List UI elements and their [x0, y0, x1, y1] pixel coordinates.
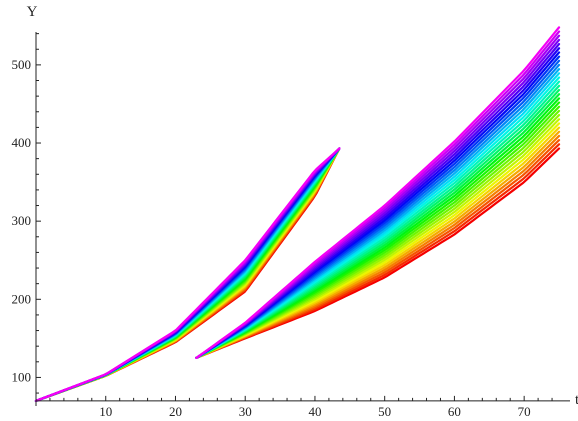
- family-1-series-6: [34, 147, 341, 402]
- family-1-series-22: [34, 147, 341, 402]
- family-1-series-5: [34, 147, 341, 402]
- family-2-series-29: [195, 30, 561, 359]
- y-tick-label: 100: [12, 369, 32, 384]
- family-1-series-3: [34, 147, 341, 402]
- y-tick-label: 400: [12, 135, 32, 150]
- family-1-series-30: [34, 147, 341, 402]
- family-1-series-26: [34, 147, 341, 402]
- family-1-series-17: [34, 147, 341, 402]
- family-1-series-15: [34, 147, 341, 402]
- family-1-series-25: [34, 147, 341, 402]
- x-tick-label: 60: [448, 404, 461, 419]
- family-1-series-1: [34, 147, 341, 402]
- family-1-series-10: [34, 147, 341, 402]
- y-axis-title: Y: [27, 4, 38, 20]
- family-1-series-4: [34, 147, 341, 402]
- family-1-series-23: [34, 147, 341, 402]
- x-tick-label: 10: [99, 404, 112, 419]
- family-1-series-2: [34, 147, 341, 402]
- y-tick-label: 200: [12, 291, 32, 306]
- family-2-series-27: [195, 38, 561, 359]
- family-1-series-24: [34, 147, 341, 402]
- x-tick-label: 30: [239, 404, 252, 419]
- x-tick-label: 20: [169, 404, 182, 419]
- y-tick-label: 500: [12, 57, 32, 72]
- x-tick-label: 50: [378, 404, 391, 419]
- family-1-series-7: [34, 147, 341, 402]
- family-1-series-28: [34, 147, 341, 402]
- family-1-series-8: [34, 147, 341, 402]
- family-1-series-12: [34, 147, 341, 402]
- family-1-series-13: [34, 147, 341, 402]
- family-1-series-16: [34, 147, 341, 402]
- curves-layer: [34, 26, 561, 402]
- y-tick-label: 300: [12, 213, 32, 228]
- family-1-series-11: [34, 147, 341, 402]
- family-1-series-27: [34, 147, 341, 402]
- axes-layer: 10 20 30 40 50 60 70 100 200 300 400 500 t Y: [12, 4, 578, 419]
- x-tick-label: 40: [308, 404, 321, 419]
- family-2-series-30: [195, 26, 561, 359]
- family-1-series-18: [34, 147, 341, 402]
- family-1-series-19: [34, 147, 341, 402]
- x-tick-label: 70: [518, 404, 531, 419]
- family-1-series-29: [34, 147, 341, 402]
- family-1-series-14: [34, 147, 341, 402]
- family-1-series-20: [34, 147, 341, 402]
- family-1-series-9: [34, 147, 341, 402]
- x-axis-title: t: [575, 392, 578, 408]
- family-1-series-21: [34, 147, 341, 402]
